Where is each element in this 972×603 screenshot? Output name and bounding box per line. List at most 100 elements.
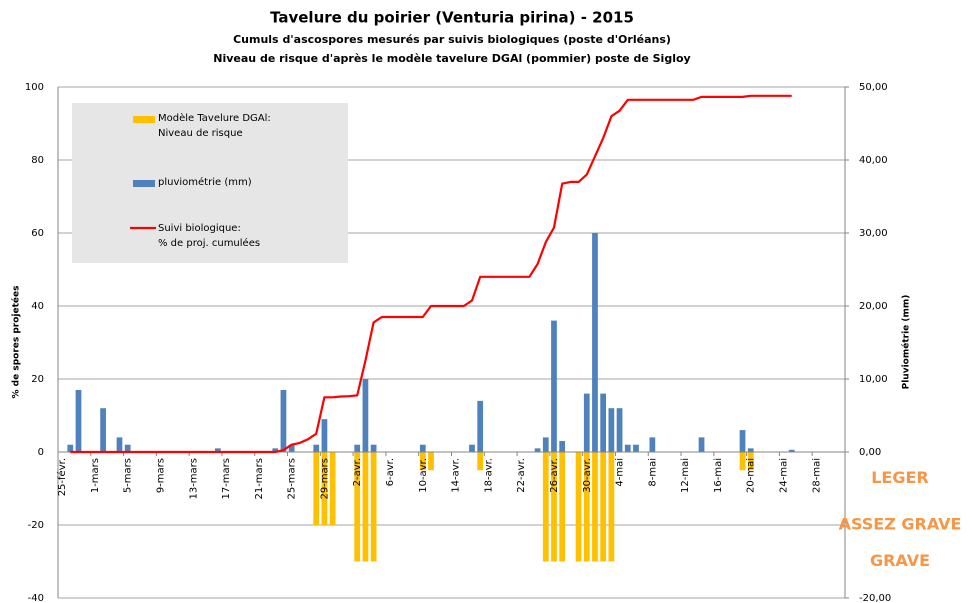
risk-level-label: GRAVE	[870, 551, 930, 570]
y2-tick-label: 30,00	[859, 228, 888, 239]
bar	[592, 233, 598, 452]
x-tick-label: 5-mars	[123, 458, 134, 493]
legend-label: Modèle Tavelure DGAl: Niveau de risque	[158, 113, 271, 139]
bar	[321, 452, 328, 525]
bar	[354, 444, 361, 452]
y-tick-label: 60	[31, 228, 44, 239]
chart-subtitle: Niveau de risque d'après le modèle tavel…	[213, 52, 690, 65]
bar	[313, 444, 320, 452]
bar	[575, 452, 582, 562]
x-tick-label: 28-mai	[811, 458, 822, 493]
x-tick-label: 22-avr.	[516, 458, 527, 493]
bar	[469, 444, 475, 452]
bar	[616, 408, 623, 452]
x-tick-label: 13-mars	[188, 458, 199, 500]
chart-title: Tavelure du poirier (Venturia pirina) - …	[270, 9, 634, 27]
x-tick-label: 8-mai	[647, 458, 658, 487]
bar	[329, 452, 336, 525]
bar	[592, 452, 598, 562]
bar	[600, 393, 607, 452]
x-tick-label: 20-mai	[746, 458, 757, 493]
risk-level-label: LEGER	[871, 468, 929, 487]
x-tick-label: 9-mars	[155, 458, 166, 493]
bar	[788, 449, 795, 452]
y-tick-label: -40	[28, 593, 44, 603]
y2-axis-title: Pluviométrie (mm)	[901, 295, 912, 390]
x-tick-label: 25-févr.	[56, 458, 68, 496]
y-tick-label: 80	[31, 155, 44, 166]
bar	[583, 452, 590, 562]
bar	[600, 452, 607, 562]
bar	[370, 452, 377, 562]
legend-label: Suivi biologique: % de proj. cumulées	[158, 223, 261, 249]
bar	[100, 408, 106, 452]
bar	[624, 444, 631, 452]
x-tick-label: 12-mai	[680, 458, 691, 493]
x-tick-label: 17-mars	[221, 458, 232, 500]
y-tick-label: -20	[28, 520, 44, 531]
bar	[428, 452, 434, 471]
line	[70, 94, 792, 454]
bar	[633, 444, 639, 452]
y-tick-label: 100	[25, 82, 44, 93]
y2-tick-label: -20,00	[859, 593, 891, 603]
legend-box	[72, 103, 348, 263]
bar	[280, 389, 287, 452]
x-tick-label: 4-mai	[615, 458, 626, 487]
legend-label: pluviométrie (mm)	[158, 177, 252, 188]
y2-tick-label: 50,00	[859, 82, 888, 93]
bar	[649, 437, 656, 452]
bar	[608, 452, 615, 562]
bar	[419, 452, 426, 471]
bar	[608, 408, 615, 452]
y2-tick-label: 0,00	[859, 447, 881, 458]
risk-level-label: ASSEZ GRAVE	[839, 515, 962, 534]
x-tick-label: 25-mars	[287, 458, 298, 500]
bar	[272, 448, 279, 452]
legend-entry: Modèle Tavelure DGAl: Niveau de risque	[158, 113, 271, 139]
x-tick-label: 21-mars	[254, 458, 265, 500]
bar	[362, 379, 369, 452]
bar	[116, 437, 123, 452]
bar	[739, 430, 746, 452]
x-tick-label: 16-mai	[713, 458, 724, 493]
bar	[551, 452, 557, 562]
bar	[214, 448, 221, 452]
bar	[477, 452, 484, 471]
bar	[583, 393, 590, 452]
x-tick-label: 18-avr.	[483, 458, 494, 493]
bar	[124, 444, 131, 452]
x-tick-label: 14-avr.	[451, 458, 462, 493]
bar	[313, 452, 320, 525]
bar	[370, 444, 377, 452]
bar	[559, 441, 566, 452]
y2-tick-label: 40,00	[859, 155, 888, 166]
y-tick-label: 0	[38, 447, 44, 458]
x-tick-label: 10-avr.	[418, 458, 429, 493]
chart-subtitle: Cumuls d'ascospores mesurés par suivis b…	[233, 33, 671, 46]
bar	[534, 448, 541, 452]
y-tick-label: 40	[31, 301, 44, 312]
legend-swatch	[133, 180, 155, 187]
x-tick-label: 6-avr.	[385, 458, 396, 486]
x-tick-label: 24-mai	[779, 458, 790, 493]
x-tick-label: 29-mars	[319, 458, 330, 500]
x-tick-label: 30-avr.	[582, 458, 593, 493]
bar	[354, 452, 361, 562]
x-tick-label: 2-avr.	[352, 458, 363, 486]
bar	[288, 444, 295, 452]
bar	[67, 444, 74, 452]
bar	[542, 437, 549, 452]
x-tick-label: 26-avr.	[549, 458, 560, 493]
bar	[739, 452, 746, 471]
bar	[542, 452, 549, 562]
y2-tick-label: 10,00	[859, 374, 888, 385]
legend-entry: pluviométrie (mm)	[158, 177, 252, 188]
bar	[559, 452, 566, 562]
bar	[551, 320, 557, 452]
y2-tick-label: 20,00	[859, 301, 888, 312]
x-tick-label: 1-mars	[90, 458, 101, 493]
y-axis-title: % de spores projetées	[11, 286, 22, 399]
y-tick-label: 20	[31, 374, 44, 385]
